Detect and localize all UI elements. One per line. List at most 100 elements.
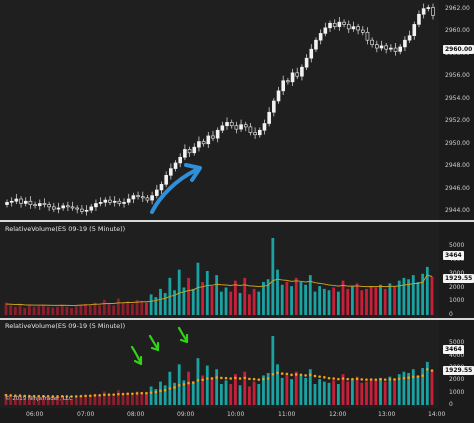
candle-body	[384, 45, 388, 50]
candle	[220, 121, 225, 134]
volume-bar	[98, 396, 102, 405]
volume-bar	[322, 381, 326, 405]
candle-body	[318, 33, 323, 41]
average-volume-dot	[56, 395, 59, 398]
volume-bar	[346, 381, 350, 405]
volume-bar	[187, 371, 190, 405]
candle	[103, 197, 108, 207]
average-volume-dot	[426, 367, 429, 371]
candle	[365, 27, 370, 45]
volume-bar	[388, 376, 392, 405]
candle-body	[220, 125, 225, 131]
candle-body	[33, 204, 37, 207]
volume-axis-2[interactable]	[439, 320, 474, 408]
volume-bar	[285, 282, 289, 315]
volume-bar	[42, 305, 45, 315]
average-volume-dot	[327, 376, 331, 380]
time-axis[interactable]	[0, 408, 474, 423]
volume-bar	[112, 396, 116, 405]
candle-body	[122, 202, 126, 204]
volume-bar	[290, 286, 293, 315]
volume-bar	[336, 384, 340, 405]
candle-body	[66, 205, 70, 208]
candle-body	[84, 209, 89, 212]
average-volume-dot	[365, 378, 368, 381]
average-volume-dot	[407, 376, 410, 379]
volume-bar	[304, 284, 308, 315]
candle	[84, 205, 89, 216]
volume-1-value-tag: 3464	[443, 251, 464, 260]
candle	[37, 199, 42, 210]
volume-bar	[248, 294, 251, 315]
volume-bar	[318, 286, 322, 315]
panel-divider-2[interactable]	[0, 318, 474, 320]
candle-body	[234, 125, 239, 130]
candle	[112, 196, 117, 207]
average-volume-dot	[187, 381, 190, 385]
candle-body	[290, 72, 295, 83]
candle-body	[42, 203, 47, 205]
volume-bar	[32, 397, 36, 405]
candle-body	[225, 122, 229, 127]
candle-body	[108, 199, 112, 203]
average-volume-dot	[285, 372, 289, 376]
volume-bar	[308, 369, 312, 405]
candle-body	[80, 208, 84, 212]
candle-body	[131, 195, 136, 200]
volume-chart-1[interactable]	[0, 222, 474, 318]
candle	[323, 22, 328, 37]
volume-bar	[79, 396, 83, 405]
volume-bar	[28, 305, 31, 315]
candle-body	[304, 57, 309, 68]
candle-body	[295, 72, 300, 77]
volume-bar	[351, 286, 354, 315]
average-volume-dot	[369, 378, 373, 381]
candle	[431, 3, 435, 20]
price-axis[interactable]	[439, 0, 474, 220]
average-volume-dot	[266, 377, 270, 380]
volume-chart-2[interactable]	[0, 320, 474, 408]
average-volume-dot	[294, 373, 298, 376]
average-volume-dot	[393, 378, 396, 381]
candle-body	[309, 48, 314, 59]
volume-bar	[411, 369, 415, 405]
average-volume-dot	[252, 377, 256, 381]
price-tick-label: 2950.00	[445, 139, 470, 147]
volume-bar	[18, 304, 22, 315]
volume-bar	[416, 375, 420, 405]
volume-panel-2-label: RelativeVolume(ES 09-19 (5 Minute))	[5, 322, 126, 330]
candle	[159, 181, 164, 195]
average-volume-dot	[191, 381, 195, 384]
volume-axis-1[interactable]	[439, 222, 474, 318]
average-volume-dot	[257, 378, 261, 381]
volume-bar	[9, 305, 13, 315]
candle	[80, 205, 84, 215]
volume-bar	[224, 287, 228, 315]
candle-body	[164, 175, 168, 185]
average-volume-dot	[402, 376, 406, 380]
candle-body	[14, 198, 19, 202]
volume-bar	[163, 293, 167, 315]
panel-divider-1[interactable]	[0, 220, 474, 222]
volume-bar	[262, 375, 265, 405]
volume-bar	[402, 277, 406, 315]
volume-bar	[224, 380, 228, 405]
candle	[42, 198, 47, 208]
volume-tick-label: 5000	[449, 242, 465, 250]
volume-bar	[70, 308, 73, 315]
price-tick-label: 2956.00	[445, 72, 470, 80]
candle	[94, 199, 98, 212]
volume-bar	[294, 277, 298, 315]
candle-body	[243, 124, 248, 128]
candle	[300, 64, 304, 81]
average-volume-dot	[308, 373, 312, 377]
volume-bar	[430, 370, 434, 405]
volume-bar	[32, 306, 36, 315]
volume-bar	[88, 304, 92, 315]
volume-bar	[327, 382, 331, 405]
average-volume-dot	[18, 394, 22, 397]
candle-body	[337, 21, 342, 27]
candle	[33, 201, 37, 209]
candle	[206, 131, 211, 148]
volume-bar	[205, 271, 209, 315]
